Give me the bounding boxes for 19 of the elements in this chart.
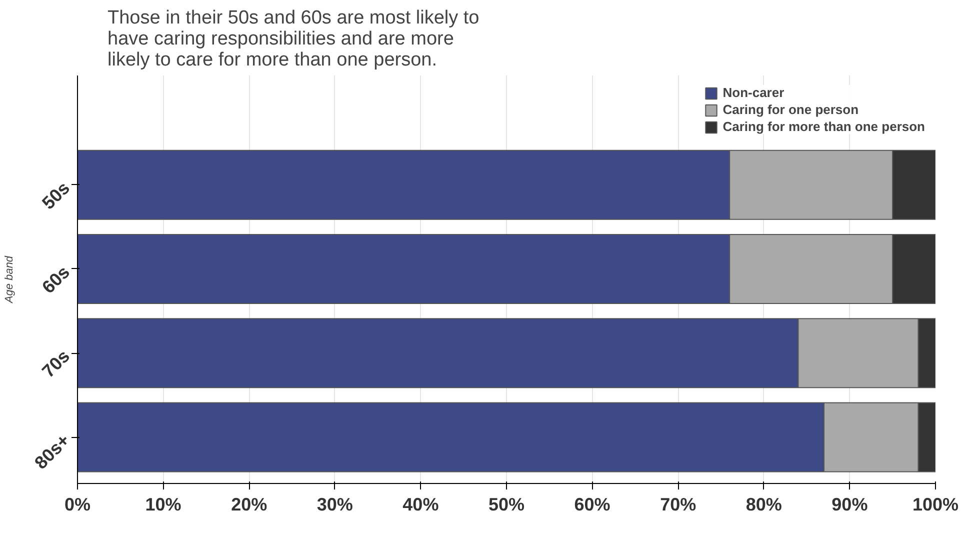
x-tick-label: 90%: [832, 494, 868, 514]
y-tick-label: 50s: [38, 178, 74, 214]
x-tick-label: 80%: [746, 494, 782, 514]
x-tick-label: 10%: [145, 494, 182, 514]
x-tick-label: 20%: [231, 494, 268, 514]
x-tick-label: 0%: [64, 494, 91, 514]
y-axis-title: Age band: [4, 255, 16, 304]
x-tick-label: 40%: [402, 494, 439, 514]
legend-label: Caring for more than one person: [722, 119, 925, 134]
legend-label: Non-carer: [722, 85, 784, 100]
x-tick-label: 60%: [574, 494, 610, 514]
x-tick-label: 100%: [912, 494, 959, 514]
x-tick-label: 70%: [660, 494, 696, 514]
x-tick-label: 30%: [316, 494, 353, 514]
x-tick-label: 50%: [488, 494, 525, 514]
legend-label: Caring for one person: [722, 102, 859, 117]
y-tick-label: 60s: [38, 262, 74, 298]
y-tick-label: 70s: [38, 346, 74, 382]
chart-title: Those in their 50s and 60s are most likely to have caring responsibilities and are more likely to care for more than one person.: [108, 8, 480, 70]
